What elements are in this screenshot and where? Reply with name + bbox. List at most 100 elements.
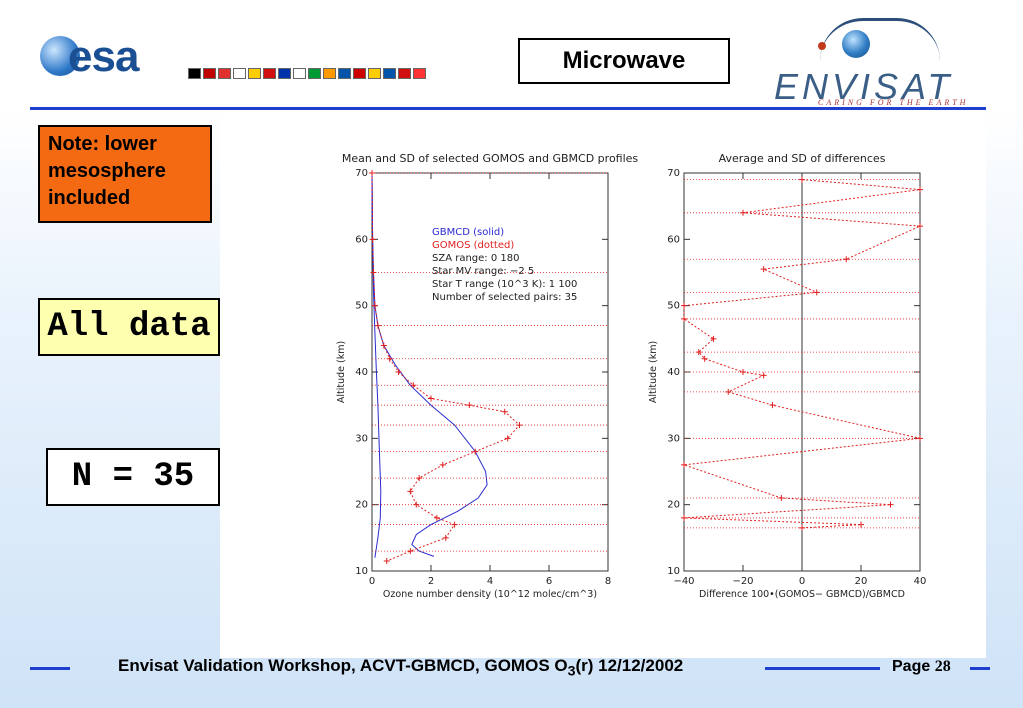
note-line-1: Note: lower	[48, 133, 157, 155]
charts-svg: Mean and SD of selected GOMOS and GBMCD …	[336, 152, 927, 600]
flag-6	[278, 68, 291, 79]
page-label: Page	[892, 658, 931, 675]
chart1-ytick-label: 50	[667, 301, 680, 312]
header-divider	[30, 107, 986, 110]
orbit-arc-icon	[820, 18, 940, 61]
all-data-label: All data	[38, 298, 220, 356]
esa-globe-icon	[40, 36, 80, 76]
chart0-series-2-point	[383, 558, 390, 565]
envisat-logo: ENVISAT CARING FOR THE EARTH	[770, 16, 980, 107]
chart0-xtick-label: 4	[487, 576, 493, 587]
flag-1	[203, 68, 216, 79]
chart0-ylabel: Altitude (km)	[336, 341, 347, 403]
footer-text-tail: (r) 12/12/2002	[575, 656, 684, 675]
chart1-ytick-label: 30	[667, 433, 680, 444]
chart0-xtick-label: 0	[369, 576, 375, 587]
chart1-ytick-label: 70	[667, 168, 680, 179]
chart0-ytick-label: 10	[355, 566, 368, 577]
chart1-series-0-point	[917, 223, 923, 230]
envisat-tagline: CARING FOR THE EARTH	[818, 98, 969, 107]
footer: Envisat Validation Workshop, ACVT-GBMCD,…	[30, 653, 990, 683]
satellite-dot-icon	[818, 42, 826, 50]
chart1-ytick-label: 10	[667, 566, 680, 577]
page-title: Microwave	[518, 38, 730, 84]
flag-2	[218, 68, 231, 79]
chart0-series-2-point	[428, 395, 434, 402]
chart0-ytick-label: 30	[355, 433, 368, 444]
chart1-series-0-point	[701, 355, 708, 362]
esa-logo: esa	[40, 28, 430, 88]
flag-14	[398, 68, 411, 79]
chart0-series-2-point	[380, 342, 387, 349]
chart0-legend-line-4: Star T range (10^3 K): 1 100	[432, 279, 577, 290]
flag-15	[413, 68, 426, 79]
chart0-series-2-point	[407, 488, 414, 495]
chart1-series-0-line	[683, 179, 921, 529]
flag-8	[308, 68, 321, 79]
chart1-ylabel: Altitude (km)	[648, 341, 659, 403]
chart1-series-0-point	[887, 501, 894, 508]
chart1-series-0-point	[760, 266, 767, 273]
chart0-series-2-point	[369, 236, 376, 243]
chart0-title: Mean and SD of selected GOMOS and GBMCD …	[342, 152, 639, 165]
footer-text: Envisat Validation Workshop, ACVT-GBMCD,…	[118, 656, 683, 679]
chart1-title: Average and SD of differences	[719, 152, 886, 165]
chart1-xlabel: Difference 100•(GOMOS− GBMCD)/GBMCD	[699, 589, 905, 600]
chart0-legend-line-0: GBMCD (solid)	[432, 227, 504, 238]
chart1-series-0-point	[917, 186, 923, 193]
flag-4	[248, 68, 261, 79]
note-line-3: included	[48, 187, 131, 209]
flag-3	[233, 68, 246, 79]
page-number: 28	[934, 658, 951, 675]
chart1-ytick-label: 40	[667, 367, 680, 378]
flag-0	[188, 68, 201, 79]
chart1-xtick-label: −20	[732, 576, 753, 587]
flag-11	[353, 68, 366, 79]
note-line-2: mesosphere	[48, 160, 166, 182]
chart1-ytick-label: 60	[667, 234, 680, 245]
chart0-ytick-label: 20	[355, 500, 368, 511]
footer-line-mid	[765, 667, 880, 670]
chart0-series-2-point	[433, 514, 440, 521]
chart0-legend-line-2: SZA range: 0 180	[432, 253, 519, 264]
chart1-xtick-label: 40	[914, 576, 927, 587]
envisat-logo-text: ENVISAT	[774, 66, 954, 107]
chart1-ytick-label: 20	[667, 500, 680, 511]
footer-line-right	[970, 667, 990, 670]
note-box: Note: lower mesosphere included	[38, 125, 212, 223]
chart0-series-2-point	[439, 461, 446, 468]
globe-icon	[842, 30, 870, 58]
member-flags	[188, 68, 426, 79]
chart0-ytick-label: 60	[355, 234, 368, 245]
chart0-series-2-point	[504, 435, 511, 442]
chart0-legend-line-3: Star MV range: −2 5	[432, 266, 534, 277]
chart0-ytick-label: 40	[355, 367, 368, 378]
chart0-ytick-label: 70	[355, 168, 368, 179]
flag-13	[383, 68, 396, 79]
chart0-ytick-label: 50	[355, 301, 368, 312]
flag-5	[263, 68, 276, 79]
chart1-series-0-point	[760, 372, 767, 379]
chart0-series-2-line	[371, 172, 521, 562]
chart0-xtick-label: 2	[428, 576, 434, 587]
chart1-series-0-point	[681, 461, 687, 468]
chart0-legend-line-5: Number of selected pairs: 35	[432, 292, 577, 303]
footer-text-main: Envisat Validation Workshop, ACVT-GBMCD,…	[118, 656, 568, 675]
esa-logo-text: esa	[68, 32, 139, 81]
chart1-xtick-label: −40	[673, 576, 694, 587]
chart0-series-2-point	[501, 408, 508, 415]
chart0-legend-line-1: GOMOS (dotted)	[432, 240, 514, 251]
chart1-series-0-point	[858, 521, 864, 528]
chart0-xtick-label: 6	[546, 576, 552, 587]
flag-7	[293, 68, 306, 79]
sample-size-label: N = 35	[46, 448, 220, 506]
chart1-series-0-point	[710, 335, 717, 342]
chart1-series-0-point	[769, 402, 776, 409]
chart0-xlabel: Ozone number density (10^12 molec/cm^3)	[383, 589, 597, 600]
chart0-series-2-point	[371, 302, 378, 309]
chart1-series-0-point	[681, 302, 687, 309]
page-indicator: Page 28	[892, 658, 951, 676]
chart1-xtick-label: 0	[799, 576, 805, 587]
plot-panel: Mean and SD of selected GOMOS and GBMCD …	[220, 118, 986, 658]
chart0-xtick-label: 8	[605, 576, 611, 587]
